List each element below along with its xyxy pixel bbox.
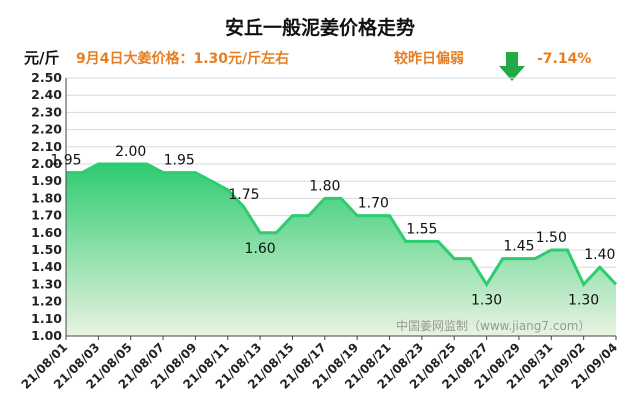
price-line — [66, 162, 618, 288]
y-axis-ticks: 1.00 1.10 1.20 1.30 1.40 1.50 1.60 1.70 1.80 1.90… — [31, 70, 62, 343]
x-axis-ticks: 21/08/0121/08/0321/08/0521/08/0721/08/09… — [19, 336, 620, 392]
y-tick-label: 2.10 — [31, 139, 62, 154]
y-tick-label: 1.40 — [31, 259, 62, 274]
data-label: 1.75 — [228, 187, 259, 203]
data-label: 1.40 — [584, 247, 615, 263]
y-tick-label: 1.30 — [31, 276, 62, 291]
data-label: 1.30 — [568, 292, 599, 308]
data-label: 2.00 — [115, 144, 146, 160]
today-price-text: 9月4日大姜价格：1.30元/斤左右 — [76, 50, 289, 67]
data-label: 1.95 — [164, 153, 195, 169]
y-tick-label: 2.20 — [31, 122, 62, 137]
data-labels: 1.95 2.00 1.95 1.75 1.60 1.80 1.70 1.55 1.30 1.45… — [50, 144, 615, 308]
data-label: 1.50 — [536, 230, 567, 246]
data-label: 1.60 — [245, 241, 276, 257]
data-label: 1.70 — [358, 196, 389, 212]
y-tick-label: 1.00 — [31, 328, 62, 343]
change-percent: -7.14% — [537, 51, 591, 67]
down-arrow-icon — [499, 52, 525, 81]
y-tick-label: 1.60 — [31, 225, 62, 240]
y-tick-label: 1.20 — [31, 294, 62, 309]
y-tick-label: 2.00 — [31, 156, 62, 171]
y-axis-unit: 元/斤 — [24, 49, 59, 67]
y-tick-label: 2.30 — [31, 104, 62, 119]
y-tick-label: 2.40 — [31, 87, 62, 102]
y-tick-label: 1.50 — [31, 242, 62, 257]
axes — [65, 78, 616, 337]
y-tick-label: 1.90 — [31, 173, 62, 188]
data-label: 1.45 — [503, 239, 534, 255]
data-label: 1.55 — [406, 221, 437, 237]
watermark: 中国姜网监制（www.jiang7.com） — [396, 318, 590, 333]
y-tick-label: 1.10 — [31, 311, 62, 326]
y-tick-label: 1.80 — [31, 190, 62, 205]
price-area — [66, 164, 616, 336]
y-tick-label: 1.70 — [31, 208, 62, 223]
chart-title: 安丘一般泥姜价格走势 — [225, 16, 415, 39]
data-label: 1.95 — [50, 153, 81, 169]
data-label: 1.80 — [309, 178, 340, 194]
data-label: 1.30 — [471, 292, 502, 308]
compare-text: 较昨日偏弱 — [394, 50, 464, 67]
y-tick-label: 2.50 — [31, 70, 62, 85]
